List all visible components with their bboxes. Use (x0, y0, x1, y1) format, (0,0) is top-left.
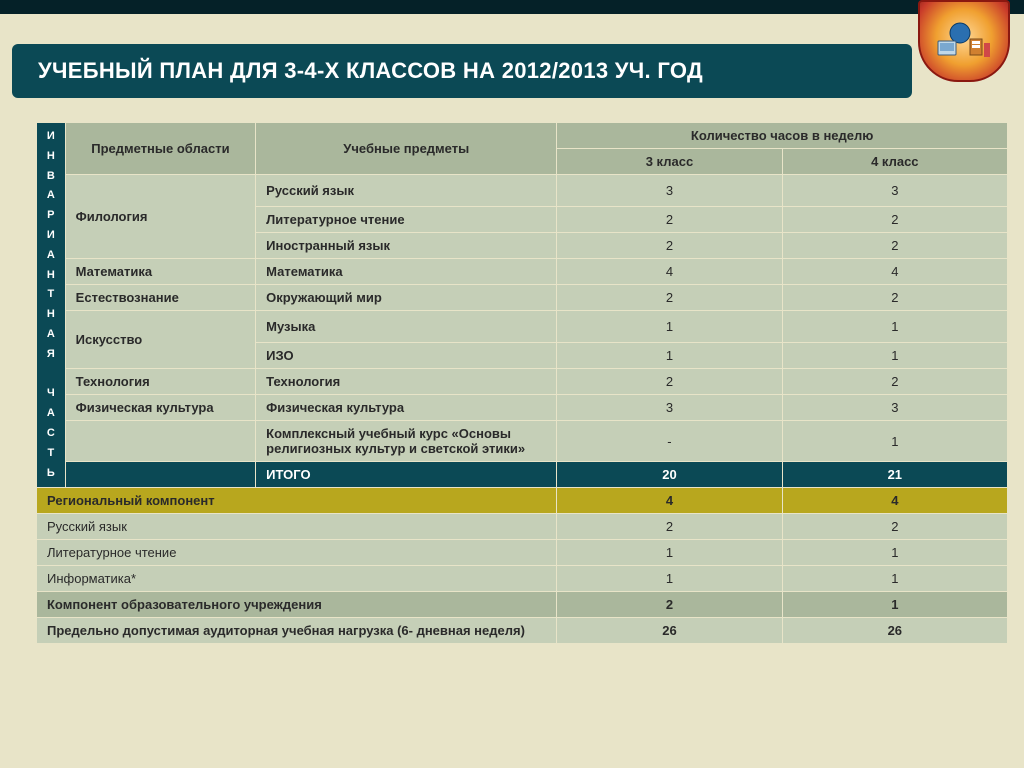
top-edge (0, 0, 1024, 14)
table-row: Физическая культураФизическая культура33 (37, 395, 1008, 421)
hours-grade4: 1 (782, 343, 1007, 369)
hours-grade4: 1 (782, 421, 1007, 462)
regional-g3: 4 (557, 488, 782, 514)
subject-name: Технология (256, 369, 557, 395)
max-load-label: Предельно допустимая аудиторная учебная … (37, 618, 557, 644)
regional-subject-row: Информатика*11 (37, 566, 1008, 592)
hours-grade3: 1 (557, 343, 782, 369)
table-row: ЕстествознаниеОкружающий мир22 (37, 285, 1008, 311)
school-component-g4: 1 (782, 592, 1007, 618)
col-subjects: Учебные предметы (256, 123, 557, 175)
hours-grade3: 2 (557, 233, 782, 259)
subject-name: Физическая культура (256, 395, 557, 421)
regional-g4: 4 (782, 488, 1007, 514)
table-row: Комплексный учебный курс «Основы религио… (37, 421, 1008, 462)
subject-area: Искусство (65, 311, 256, 369)
regional-label: Региональный компонент (37, 488, 557, 514)
col-grade3: 3 класс (557, 149, 782, 175)
hours-grade3: 2 (557, 207, 782, 233)
invariant-side-label: ИНВАРИАНТНАЯЧАСТЬ (37, 123, 66, 488)
page-title: УЧЕБНЫЙ ПЛАН ДЛЯ 3-4-Х КЛАССОВ НА 2012/2… (12, 44, 912, 98)
slide: УЧЕБНЫЙ ПЛАН ДЛЯ 3-4-Х КЛАССОВ НА 2012/2… (0, 0, 1024, 768)
itogo-label: ИТОГО (256, 462, 557, 488)
subject-area: Филология (65, 175, 256, 259)
max-load-g4: 26 (782, 618, 1007, 644)
curriculum-table: ИНВАРИАНТНАЯЧАСТЬПредметные областиУчебн… (36, 122, 1008, 644)
hours-grade4: 2 (782, 233, 1007, 259)
regional-subject-label: Литературное чтение (37, 540, 557, 566)
subject-area: Естествознание (65, 285, 256, 311)
subject-name: Русский язык (256, 175, 557, 207)
hours-grade3: 2 (557, 369, 782, 395)
max-load-row: Предельно допустимая аудиторная учебная … (37, 618, 1008, 644)
hours-grade4: 3 (782, 395, 1007, 421)
regional-row: Региональный компонент44 (37, 488, 1008, 514)
itogo-g4: 21 (782, 462, 1007, 488)
hours-grade3: 3 (557, 175, 782, 207)
subject-name: Математика (256, 259, 557, 285)
max-load-g3: 26 (557, 618, 782, 644)
hours-grade3: - (557, 421, 782, 462)
table-row: ТехнологияТехнология22 (37, 369, 1008, 395)
table-row: ИскусствоМузыка11 (37, 311, 1008, 343)
subject-name: Комплексный учебный курс «Основы религио… (256, 421, 557, 462)
regional-g3: 1 (557, 566, 782, 592)
subject-name: Окружающий мир (256, 285, 557, 311)
hours-grade4: 4 (782, 259, 1007, 285)
total-row: ИТОГО2021 (37, 462, 1008, 488)
subject-area: Математика (65, 259, 256, 285)
hours-grade4: 2 (782, 207, 1007, 233)
subject-name: Иностранный язык (256, 233, 557, 259)
hours-grade4: 1 (782, 311, 1007, 343)
col-areas: Предметные области (65, 123, 256, 175)
subject-name: ИЗО (256, 343, 557, 369)
school-component-label: Компонент образовательного учреждения (37, 592, 557, 618)
subject-area: Технология (65, 369, 256, 395)
subject-area (65, 421, 256, 462)
regional-subject-label: Информатика* (37, 566, 557, 592)
subject-area: Физическая культура (65, 395, 256, 421)
hours-grade3: 3 (557, 395, 782, 421)
regional-g3: 1 (557, 540, 782, 566)
table-row: ФилологияРусский язык33 (37, 175, 1008, 207)
col-grade4: 4 класс (782, 149, 1007, 175)
regional-subject-row: Литературное чтение11 (37, 540, 1008, 566)
table-row: МатематикаМатематика44 (37, 259, 1008, 285)
school-component-g3: 2 (557, 592, 782, 618)
subject-name: Музыка (256, 311, 557, 343)
regional-g4: 1 (782, 566, 1007, 592)
hours-grade3: 4 (557, 259, 782, 285)
hours-grade4: 3 (782, 175, 1007, 207)
school-component-row: Компонент образовательного учреждения21 (37, 592, 1008, 618)
regional-g3: 2 (557, 514, 782, 540)
hours-grade3: 2 (557, 285, 782, 311)
hours-grade4: 2 (782, 369, 1007, 395)
itogo-g3: 20 (557, 462, 782, 488)
regional-g4: 1 (782, 540, 1007, 566)
curriculum-table-wrapper: ИНВАРИАНТНАЯЧАСТЬПредметные областиУчебн… (36, 122, 1008, 644)
col-hours: Количество часов в неделю (557, 123, 1008, 149)
department-logo (918, 0, 1010, 82)
hours-grade4: 2 (782, 285, 1007, 311)
subject-name: Литературное чтение (256, 207, 557, 233)
regional-subject-label: Русский язык (37, 514, 557, 540)
hours-grade3: 1 (557, 311, 782, 343)
itogo-blank (65, 462, 256, 488)
regional-subject-row: Русский язык22 (37, 514, 1008, 540)
regional-g4: 2 (782, 514, 1007, 540)
